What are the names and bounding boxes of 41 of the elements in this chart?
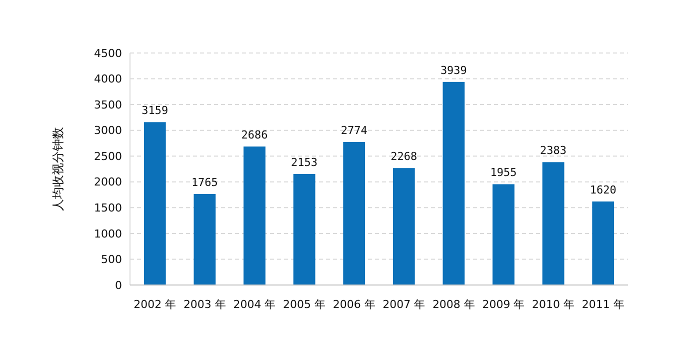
x-tick-label: 2006 年: [332, 298, 376, 311]
bar: [492, 184, 514, 285]
bar: [144, 122, 166, 285]
y-tick-label: 4500: [94, 46, 122, 60]
data-label: 2774: [340, 124, 368, 137]
bar: [592, 201, 614, 285]
bar: [293, 174, 316, 285]
y-tick-label: 4000: [94, 72, 122, 86]
y-tick-label: 3500: [94, 98, 122, 112]
x-tick-label: 2007 年: [382, 298, 426, 311]
data-label: 1955: [490, 166, 517, 180]
data-label: 2153: [291, 156, 318, 169]
y-tick-label: 500: [101, 253, 122, 266]
data-label: 2686: [241, 128, 268, 142]
y-tick-label: 0: [115, 278, 122, 292]
data-label: 2268: [390, 150, 418, 164]
bar: [442, 82, 465, 285]
x-tick-label: 2011 年: [582, 298, 624, 311]
y-axis-title: 人均收视分钟数: [51, 127, 65, 211]
data-label: 2383: [540, 144, 567, 158]
x-tick-label: 2004 年: [233, 298, 276, 311]
x-tick-label: 2002 年: [134, 298, 176, 311]
x-tick-label: 2008 年: [432, 298, 475, 311]
bar: [244, 146, 266, 285]
y-tick-label: 3000: [94, 124, 122, 138]
data-label: 1620: [590, 183, 616, 196]
y-tick-label: 1500: [94, 202, 122, 215]
data-label: 3159: [142, 104, 168, 118]
bar: [392, 168, 415, 285]
bar: [194, 194, 216, 285]
y-tick-label: 2500: [94, 150, 122, 163]
y-tick-label: 1000: [94, 227, 122, 240]
bar: [343, 142, 366, 285]
x-tick-label: 2003 年: [183, 298, 226, 311]
bar: [542, 162, 564, 285]
data-label: 3939: [440, 64, 467, 77]
x-tick-label: 2010 年: [532, 298, 575, 311]
x-tick-label: 2005 年: [283, 298, 326, 311]
data-label: 1765: [191, 176, 218, 190]
x-tick-label: 2009 年: [482, 298, 525, 311]
y-tick-label: 2000: [94, 176, 122, 189]
